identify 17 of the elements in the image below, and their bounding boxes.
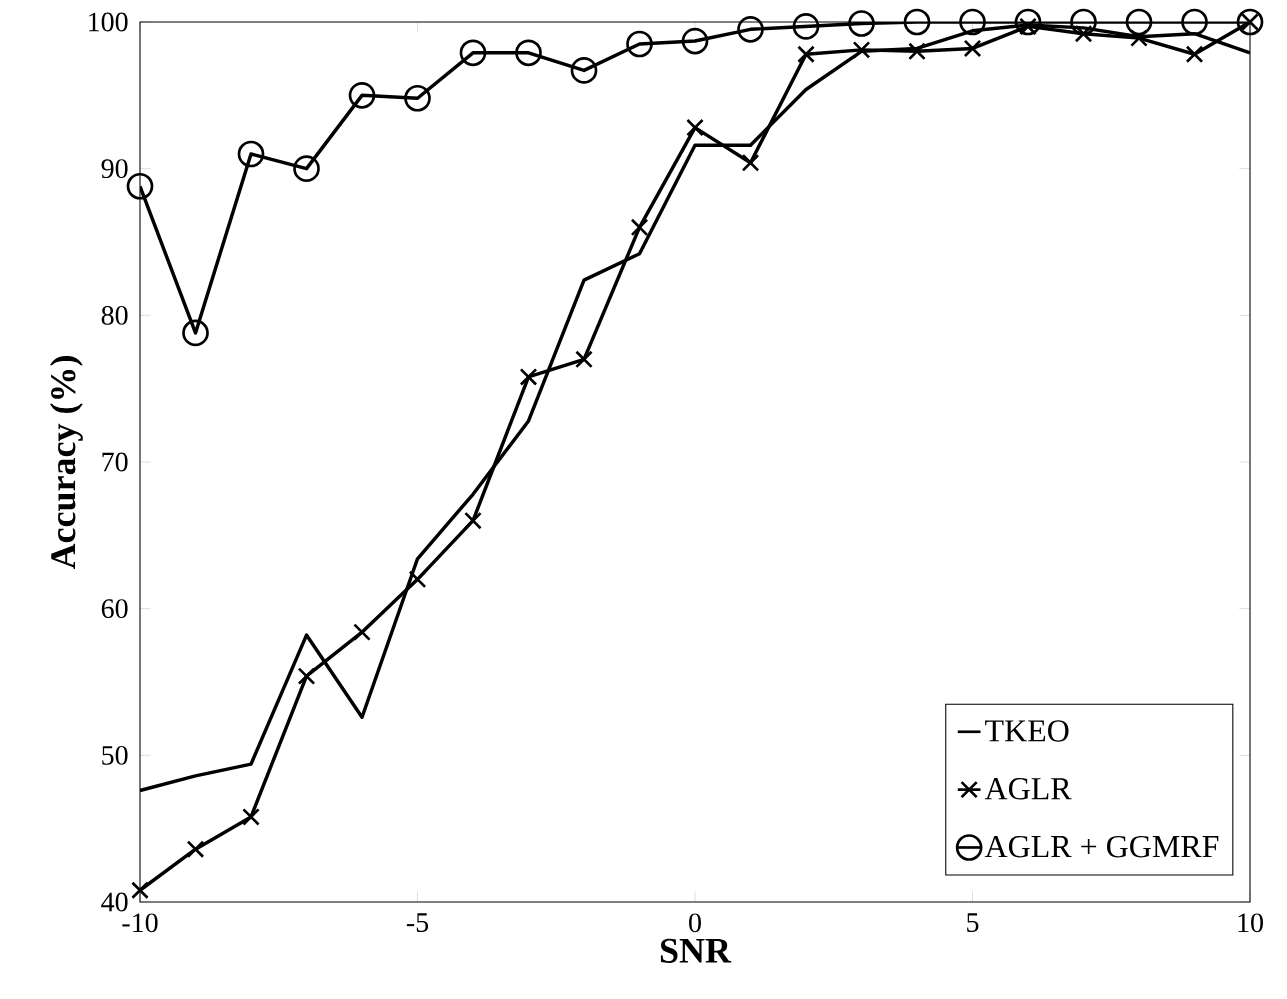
- y-tick-label: 70: [102, 452, 128, 472]
- x-tick-label: 10: [1238, 913, 1263, 933]
- legend-label: AGLR + GGMRF: [984, 835, 1219, 858]
- y-tick-label: 90: [101, 159, 128, 179]
- y-tick-label: 80: [101, 305, 128, 325]
- legend-label: AGLR: [984, 778, 1072, 800]
- x-axis-title: SNR: [660, 938, 732, 963]
- x-tick-label: -10: [122, 913, 158, 933]
- x-tick-label: 0: [689, 913, 701, 933]
- x-tick-label: -5: [406, 913, 429, 932]
- y-tick-label: 100: [89, 12, 128, 32]
- y-tick-label: 50: [102, 745, 128, 765]
- y-tick-label: 60: [101, 599, 128, 619]
- y-axis-title: Accuracy (%): [50, 356, 83, 570]
- y-tick-label: 40: [101, 892, 128, 912]
- x-tick-label: 5: [967, 913, 979, 932]
- legend-label: TKEO: [985, 720, 1069, 742]
